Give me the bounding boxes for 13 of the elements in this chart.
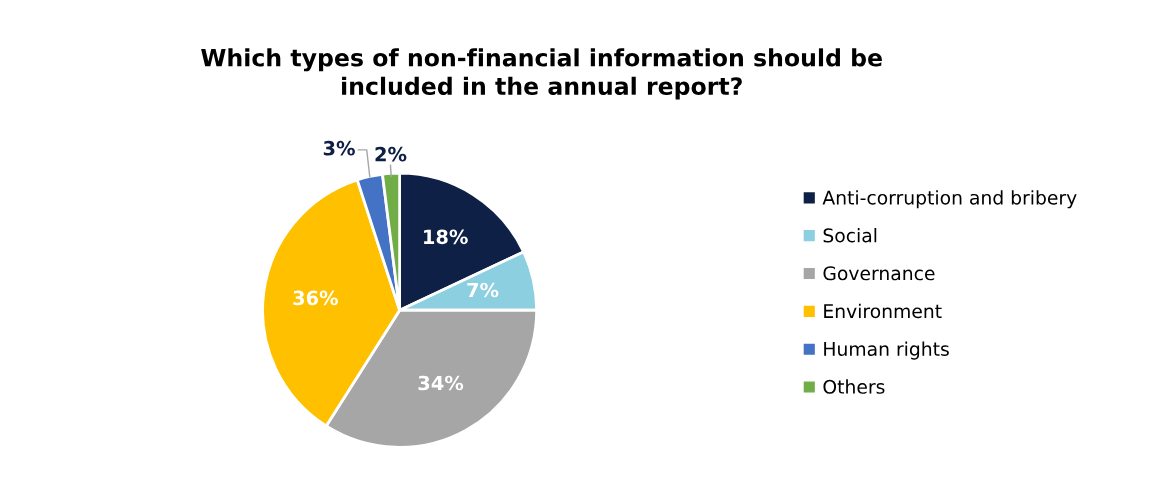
legend-label: Governance (823, 266, 935, 281)
data-label: 34% (418, 375, 464, 391)
legend-label: Others (823, 379, 885, 394)
legend-label: Environment (824, 303, 942, 319)
data-label: 3% (323, 140, 355, 156)
legend-label: Social (823, 228, 877, 243)
chart-title: Which types of non-financial information should be included in the annual report? (201, 48, 882, 100)
legend-label: Anti-corruption and bribery (822, 190, 1077, 209)
data-label: 2% (375, 146, 407, 162)
legend-label: Human rights (824, 341, 949, 360)
data-label: 7% (467, 282, 499, 298)
data-label: 18% (424, 229, 468, 245)
data-label: 36% (293, 290, 338, 306)
